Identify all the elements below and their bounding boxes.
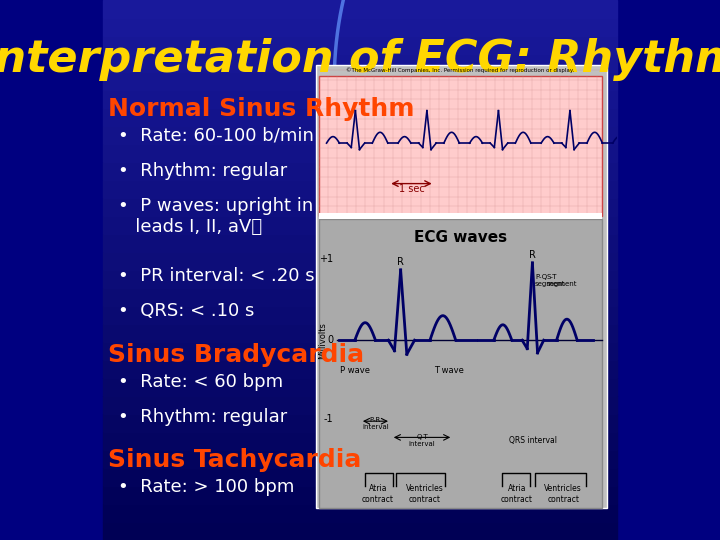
Text: Normal Sinus Rhythm: Normal Sinus Rhythm [108,97,414,121]
Text: S-T
segment: S-T segment [546,274,577,287]
Text: Ventricles
contract: Ventricles contract [544,484,582,504]
Text: ©The McGraw-Hill Companies, Inc. Permission required for reproduction or display: ©The McGraw-Hill Companies, Inc. Permiss… [346,68,575,73]
Bar [103,36,617,54]
Bar [103,486,617,504]
Bar [103,126,617,144]
FancyBboxPatch shape [319,213,602,219]
Bar [103,90,617,108]
Bar [103,252,617,270]
Bar [103,162,617,180]
Text: Sinus Bradycardia: Sinus Bradycardia [108,343,364,367]
Text: R: R [529,249,536,260]
Bar [103,54,617,72]
Text: P-Q
segment: P-Q segment [535,274,565,287]
Bar [103,180,617,198]
Bar [103,468,617,486]
Text: 0: 0 [327,335,333,345]
FancyBboxPatch shape [316,65,607,508]
Text: Atria
contract: Atria contract [501,484,533,504]
Bar [103,270,617,288]
Text: 1 sec: 1 sec [399,184,424,194]
Bar [103,504,617,522]
Text: •  Rate: 60-100 b/min: • Rate: 60-100 b/min [118,127,314,145]
Text: •  Rhythm: regular: • Rhythm: regular [118,162,287,180]
Text: •  QRS: < .10 s: • QRS: < .10 s [118,302,254,320]
Text: •  Rhythm: regular: • Rhythm: regular [118,408,287,426]
Text: •  P waves: upright in
   leads I, II, aV₟: • P waves: upright in leads I, II, aV₟ [118,197,313,236]
Text: ECG waves: ECG waves [414,230,507,245]
Text: P wave: P wave [341,366,370,375]
Bar [103,414,617,432]
Text: T wave: T wave [433,366,464,375]
Bar [103,396,617,414]
Text: -1: -1 [323,414,333,423]
FancyBboxPatch shape [319,219,602,508]
Text: •  PR interval: < .20 s: • PR interval: < .20 s [118,267,315,285]
Text: R: R [397,256,404,267]
Text: •  Rate: < 60 bpm: • Rate: < 60 bpm [118,373,283,390]
Bar [103,72,617,90]
Bar [103,360,617,378]
Text: Ventricles
contract: Ventricles contract [405,484,444,504]
Bar [103,108,617,126]
Bar [103,342,617,360]
Bar [103,378,617,396]
Bar [103,288,617,306]
Text: Millivolts: Millivolts [318,322,328,359]
Bar [103,216,617,234]
Text: +1: +1 [319,254,333,264]
Text: Atria
contract: Atria contract [362,484,394,504]
Text: Q-T
interval: Q-T interval [409,434,436,447]
Bar [103,522,617,540]
Text: Sinus Tachycardia: Sinus Tachycardia [108,448,361,472]
Text: Interpretation of ECG: Rhythm: Interpretation of ECG: Rhythm [0,38,720,81]
Bar [103,144,617,162]
FancyBboxPatch shape [319,76,602,216]
Bar [103,198,617,216]
Bar [103,0,617,18]
Bar [103,234,617,252]
Bar [103,324,617,342]
Bar [103,450,617,468]
Text: P-R
interval: P-R interval [362,417,389,430]
Bar [103,18,617,36]
Text: QRS interval: QRS interval [509,436,557,445]
Bar [103,432,617,450]
Text: •  Rate: > 100 bpm: • Rate: > 100 bpm [118,478,294,496]
Bar [103,306,617,324]
